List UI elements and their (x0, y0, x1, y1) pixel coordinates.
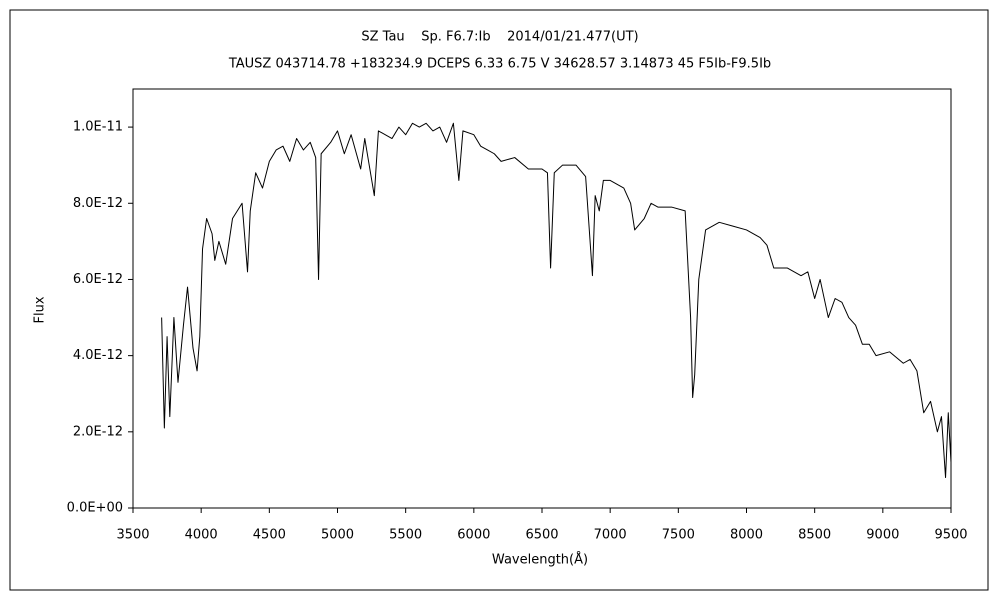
x-tick-label: 8000 (730, 528, 763, 543)
x-tick-label: 6000 (457, 528, 490, 543)
x-tick-label: 9000 (866, 528, 899, 543)
y-tick-label: 4.0E-12 (73, 348, 123, 363)
y-axis-label: Flux (33, 296, 48, 323)
x-tick-label: 6500 (525, 528, 558, 543)
plot-area (132, 88, 952, 509)
x-tick-label: 9500 (934, 528, 967, 543)
x-tick-label: 5500 (389, 528, 422, 543)
chart-subtitle: TAUSZ 043714.78 +183234.9 DCEPS 6.33 6.7… (228, 57, 771, 72)
x-axis-label: Wavelength(Å) (492, 552, 588, 568)
x-tick-label: 7000 (594, 528, 627, 543)
x-tick-label: 3500 (116, 528, 149, 543)
y-tick-label: 6.0E-12 (73, 272, 123, 287)
x-tick-label: 4500 (253, 528, 286, 543)
y-tick-label: 8.0E-12 (73, 196, 123, 211)
y-tick-label: 2.0E-12 (73, 424, 123, 439)
chart-title: SZ Tau Sp. F6.7:Ib 2014/01/21.477(UT) (361, 30, 638, 45)
x-tick-label: 5000 (321, 528, 354, 543)
spectrum-line (161, 122, 952, 479)
x-tick-label: 7500 (662, 528, 695, 543)
frame (9, 9, 989, 591)
x-tick-label: 8500 (798, 528, 831, 543)
x-tick-label: 4000 (185, 528, 218, 543)
y-tick-label: 0.0E+00 (67, 501, 123, 516)
y-tick-label: 1.0E-11 (73, 120, 123, 135)
